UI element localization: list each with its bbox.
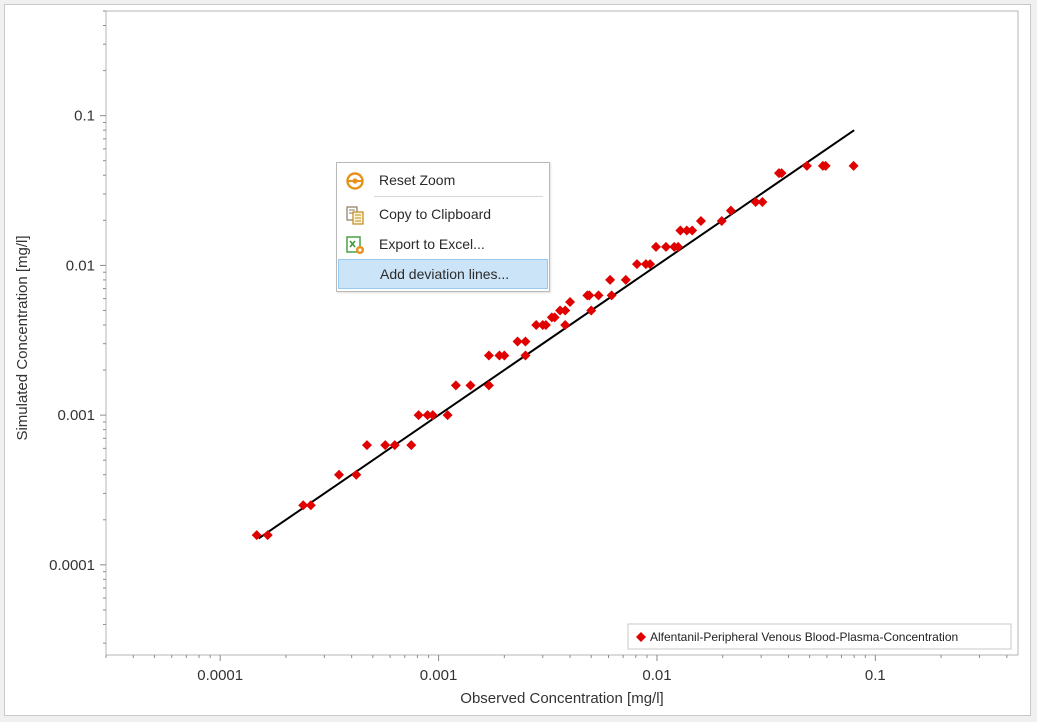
clipboard-icon	[346, 206, 364, 225]
data-point	[406, 440, 417, 451]
data-point	[555, 305, 566, 316]
y-axis-title: Simulated Concentration [mg/l]	[14, 235, 31, 440]
data-point	[380, 440, 391, 451]
data-point	[586, 305, 597, 316]
data-point	[334, 469, 345, 480]
data-point	[427, 410, 438, 421]
y-tick-label: 0.001	[57, 407, 95, 424]
data-point	[351, 469, 362, 480]
menu-item-export-to-excel[interactable]: Export to Excel...	[338, 229, 548, 259]
data-point	[820, 160, 831, 171]
x-tick-label: 0.0001	[197, 667, 243, 684]
data-point	[848, 160, 859, 171]
x-tick-label: 0.1	[865, 667, 886, 684]
data-point	[442, 410, 453, 421]
data-point	[565, 296, 576, 307]
data-point	[465, 380, 476, 391]
data-point	[512, 336, 523, 347]
menu-item-label: Reset Zoom	[379, 172, 456, 188]
data-point	[298, 500, 309, 511]
data-point	[483, 350, 494, 361]
y-tick-label: 0.1	[74, 108, 95, 125]
data-point	[520, 336, 531, 347]
data-point	[801, 160, 812, 171]
menu-item-label: Export to Excel...	[379, 236, 485, 252]
x-tick-label: 0.01	[642, 667, 671, 684]
data-point	[520, 350, 531, 361]
data-point	[675, 225, 686, 236]
data-point	[540, 319, 551, 330]
x-tick-label: 0.001	[420, 667, 458, 684]
data-point	[560, 319, 571, 330]
data-point	[499, 350, 510, 361]
data-point	[750, 197, 761, 208]
data-point	[251, 530, 262, 541]
scatter-chart[interactable]: 0.0001 0.001 0.01 0.1 0.0001 0.001 0.01 0.1 Obs…	[5, 5, 1030, 715]
data-point	[422, 410, 433, 421]
data-point	[661, 241, 672, 252]
data-point	[584, 290, 595, 301]
menu-item-reset-zoom[interactable]: Reset Zoom	[338, 165, 548, 195]
axes: 0.0001 0.001 0.01 0.1 0.0001 0.001 0.01 0.1	[49, 10, 1008, 684]
data-point	[687, 225, 698, 236]
data-point	[361, 440, 372, 451]
data-point	[673, 241, 684, 252]
data-point	[450, 380, 461, 391]
menu-item-label: Add deviation lines...	[380, 266, 510, 282]
data-point	[483, 380, 494, 391]
chart-panel: 0.0001 0.001 0.01 0.1 0.0001 0.001 0.01 0.1 Obs…	[4, 4, 1031, 716]
data-point	[651, 241, 662, 252]
data-point	[757, 197, 768, 208]
data-point	[605, 274, 616, 285]
menu-item-add-deviation-lines[interactable]: Add deviation lines...	[338, 259, 548, 289]
data-point	[560, 305, 571, 316]
menu-item-label: Copy to Clipboard	[379, 206, 492, 222]
data-point	[389, 440, 400, 451]
legend-marker-diamond	[636, 632, 646, 642]
data-points	[251, 160, 859, 541]
context-menu[interactable]: Reset Zoom Copy to Clipboard	[336, 162, 550, 292]
data-point	[681, 225, 692, 236]
excel-export-icon	[346, 236, 364, 254]
y-tick-label: 0.01	[66, 257, 95, 274]
legend-box	[627, 623, 1012, 650]
data-point	[305, 500, 316, 511]
legend[interactable]: Alfentanil-Peripheral Venous Blood-Plasm…	[627, 623, 1012, 650]
menu-item-copy-to-clipboard[interactable]: Copy to Clipboard	[338, 199, 548, 229]
y-tick-label: 0.0001	[49, 557, 95, 574]
data-point	[531, 319, 542, 330]
data-point	[776, 168, 787, 179]
menu-separator	[374, 196, 543, 197]
data-point	[631, 259, 642, 270]
data-point	[645, 259, 656, 270]
plot-area[interactable]	[105, 10, 1019, 656]
data-point	[413, 410, 424, 421]
data-point	[549, 312, 560, 323]
data-point	[593, 290, 604, 301]
data-point	[695, 215, 706, 226]
reset-zoom-icon	[346, 172, 364, 190]
data-point	[620, 274, 631, 285]
data-point	[262, 530, 273, 541]
data-point	[716, 215, 727, 226]
legend-label: Alfentanil-Peripheral Venous Blood-Plasm…	[650, 630, 958, 644]
data-point	[606, 290, 617, 301]
data-point	[725, 205, 736, 216]
x-axis-title: Observed Concentration [mg/l]	[460, 690, 663, 707]
